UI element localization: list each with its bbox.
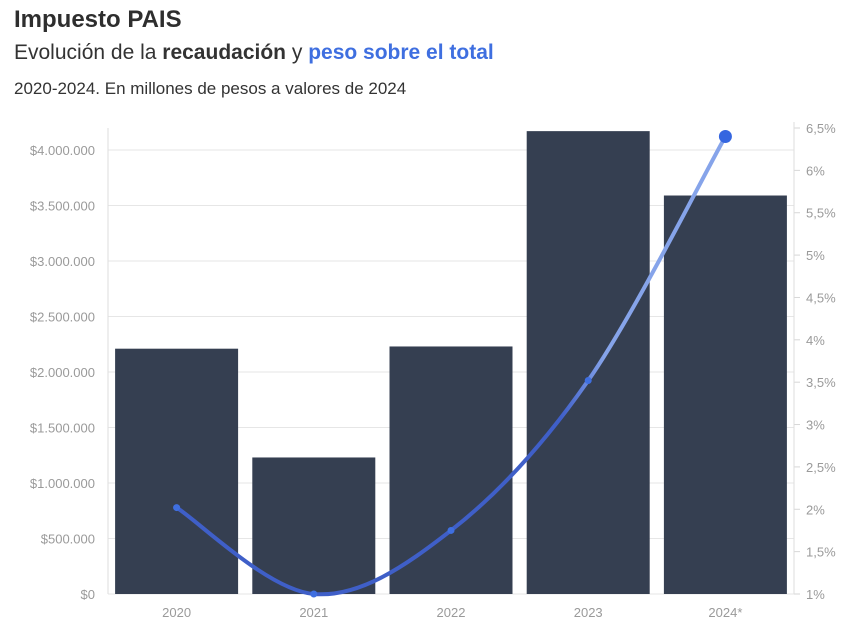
y-right-tick-label: 1%: [806, 587, 825, 602]
line-point-2024*: [718, 129, 732, 143]
x-tick-label: 2021: [299, 605, 328, 620]
chart-title: Impuesto PAIS: [14, 6, 182, 33]
x-tick-label: 2020: [162, 605, 191, 620]
y-right-tick-label: 1,5%: [806, 545, 836, 560]
y-left-tick-label: $1.000.000: [30, 476, 95, 491]
chart-subtitle: Evolución de la recaudación y peso sobre…: [14, 41, 494, 65]
y-right-tick-label: 5,5%: [806, 206, 836, 221]
y-left-tick-label: $1.500.000: [30, 421, 95, 436]
y-left-tick-label: $500.000: [41, 532, 95, 547]
y-right-tick-label: 2,5%: [806, 460, 836, 475]
line-point-2023: [584, 376, 592, 384]
y-right-tick-label: 3%: [806, 418, 825, 433]
bar-2023: [526, 131, 650, 594]
y-right-tick-label: 5%: [806, 248, 825, 263]
subtitle-accent: peso sobre el total: [308, 41, 494, 64]
subtitle-bold: recaudación: [162, 41, 286, 64]
x-tick-label: 2023: [574, 605, 603, 620]
y-left-tick-label: $2.500.000: [30, 310, 95, 325]
bar-2021: [252, 457, 376, 594]
bar-layer: [115, 131, 787, 594]
axis-layer: $0 $500.000 $1.000.000 $1.500.000 $2.000.000…: [30, 121, 836, 620]
bar-2020: [115, 348, 239, 594]
subtitle-prefix: Evolución de la: [14, 41, 157, 64]
line-layer: [173, 129, 732, 598]
line-point-2021: [310, 590, 318, 598]
y-right-tick-label: 6,5%: [806, 121, 836, 136]
chart-note: 2020-2024. En millones de pesos a valore…: [14, 79, 407, 98]
y-right-tick-label: 4%: [806, 333, 825, 348]
line-series: [174, 134, 728, 597]
y-right-tick-label: 6%: [806, 163, 825, 178]
y-left-tick-label: $4.000.000: [30, 143, 95, 158]
y-left-tick-label: $3.000.000: [30, 254, 95, 269]
bar-2022: [389, 346, 513, 594]
y-right-tick-label: 2%: [806, 502, 825, 517]
subtitle-mid: y: [291, 41, 303, 64]
line-point-2020: [173, 504, 181, 512]
y-left-tick-label: $3.500.000: [30, 199, 95, 214]
line-point-2022: [447, 526, 455, 534]
y-left-tick-label: $0: [81, 587, 95, 602]
x-tick-label: 2022: [437, 605, 466, 620]
y-left-tick-label: $2.000.000: [30, 365, 95, 380]
x-tick-label: 2024*: [708, 605, 742, 620]
y-right-tick-label: 4,5%: [806, 290, 836, 305]
y-right-tick-label: 3,5%: [806, 375, 836, 390]
bar-2024*: [663, 195, 787, 594]
